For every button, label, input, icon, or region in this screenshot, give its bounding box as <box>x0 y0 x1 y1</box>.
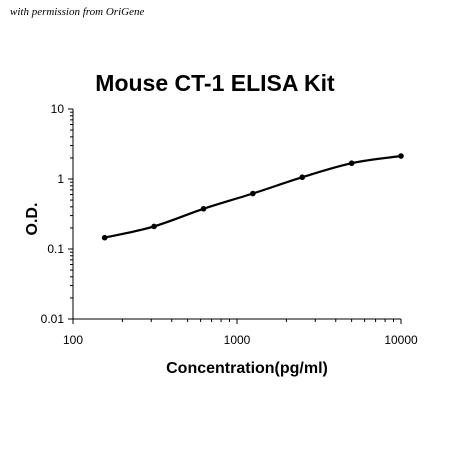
y-tick-label: 10 <box>51 102 65 116</box>
chart-title: Mouse CT-1 ELISA Kit <box>95 70 335 96</box>
x-tick-label: 1000 <box>224 333 251 347</box>
permission-note: with permission from OriGene <box>10 6 145 18</box>
data-point <box>348 160 355 167</box>
axes: 0.01 0.1 1 10 100 1000 10000 <box>41 102 418 347</box>
y-tick-label: 0.1 <box>47 242 64 256</box>
series-group <box>101 153 404 241</box>
data-point <box>398 153 404 159</box>
x-tick-label: 100 <box>63 333 83 347</box>
data-point <box>151 223 157 230</box>
data-point <box>101 234 108 241</box>
y-tick-label: 0.01 <box>41 312 65 326</box>
series-line <box>104 154 402 239</box>
y-axis-title: O.D. <box>24 203 41 236</box>
data-point <box>200 206 207 212</box>
x-tick-label: 10000 <box>384 333 418 347</box>
x-axis-title: Concentration(pg/ml) <box>166 360 328 377</box>
data-point <box>250 190 256 197</box>
data-point <box>299 174 306 181</box>
y-tick-label: 1 <box>57 172 64 186</box>
